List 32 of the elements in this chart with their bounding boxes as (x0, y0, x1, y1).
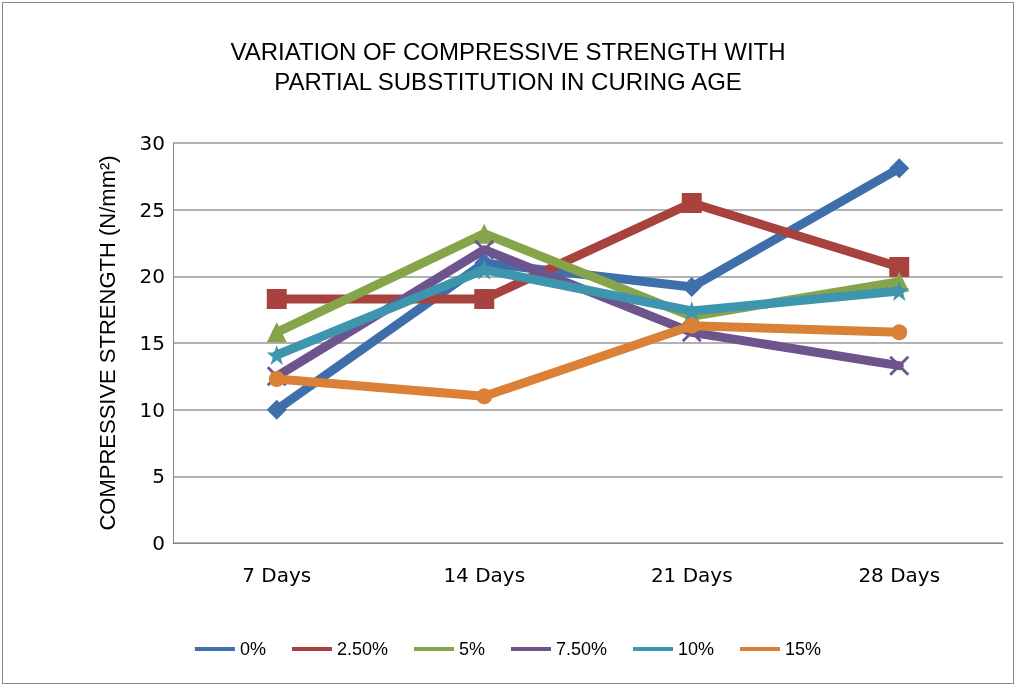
point (474, 289, 495, 309)
x-tick-label: 14 Days (443, 563, 526, 587)
chart-title: VARIATION OF COMPRESSIVE STRENGTH WITH PARTIAL SUBSTITUTION IN CURING AGE (230, 37, 786, 95)
y-tick-label: 20 (139, 264, 165, 289)
point (268, 371, 285, 387)
legend-label: 15% (785, 639, 822, 659)
y-tick-label: 15 (139, 331, 165, 355)
y-tick-label: 5 (152, 464, 165, 489)
x-tick-label: 21 Days (650, 563, 733, 587)
x-tick-label: 28 Days (858, 563, 941, 587)
point (683, 317, 700, 334)
point (889, 158, 910, 179)
y-tick-label: 10 (139, 397, 165, 422)
y-tick-label: 25 (139, 197, 165, 222)
point (476, 388, 493, 405)
legend-label: 0% (239, 639, 266, 659)
legend-label: 5% (458, 639, 485, 659)
point (266, 399, 287, 420)
x-tick-label: 7 Days (242, 563, 312, 587)
legend-label: 2.50% (336, 639, 388, 659)
y-tick-label: 0 (152, 531, 165, 555)
legend-label: 10% (678, 639, 715, 659)
point (266, 322, 287, 343)
point (889, 355, 910, 376)
y-axis-title: COMPRESSIVE STRENGTH (N/mm²) (94, 155, 120, 531)
y-tick-label: 30 (139, 131, 165, 155)
legend-label: 7.50% (555, 639, 608, 659)
point (891, 324, 908, 341)
point (681, 193, 702, 213)
point (266, 289, 287, 309)
point (474, 239, 495, 260)
point (889, 257, 910, 277)
